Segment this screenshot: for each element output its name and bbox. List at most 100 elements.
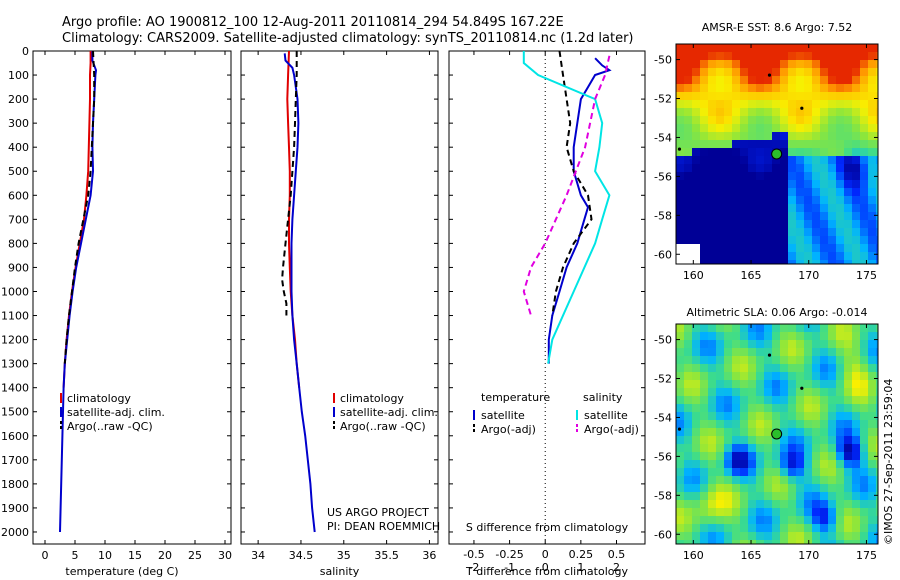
map-cell	[764, 324, 772, 332]
figure-title-line2: Climatology: CARS2009. Satellite-adjuste…	[62, 31, 634, 46]
map-cell	[868, 220, 876, 228]
y-tick-label: 300	[8, 117, 29, 130]
map-cell	[852, 468, 860, 476]
map-cell	[740, 396, 748, 404]
map-cell	[876, 116, 878, 124]
map-cell	[764, 100, 772, 108]
map-cell	[716, 436, 724, 444]
map-cell	[676, 324, 684, 332]
map-cell	[684, 220, 692, 228]
map-cell	[724, 164, 732, 172]
map-cell	[868, 436, 876, 444]
map-cell	[820, 452, 828, 460]
map-cell	[876, 132, 878, 140]
map-cell	[716, 260, 724, 264]
map-cell	[716, 100, 724, 108]
map-cell	[836, 476, 844, 484]
map-cell	[876, 140, 878, 148]
y-tick-label: 0	[22, 45, 29, 58]
map-cell	[836, 252, 844, 260]
map-cell	[724, 212, 732, 220]
map-cell	[756, 388, 764, 396]
map-cell	[724, 500, 732, 508]
map-cell	[740, 76, 748, 84]
map-cell	[708, 532, 716, 540]
map-cell	[676, 484, 684, 492]
map-cell	[708, 492, 716, 500]
map-cell	[852, 340, 860, 348]
map-cell	[756, 524, 764, 532]
series-line-temperature-satellite	[547, 57, 612, 364]
map-cell	[820, 468, 828, 476]
map-cell	[836, 204, 844, 212]
map-cell	[708, 500, 716, 508]
map-cell	[844, 396, 852, 404]
map-cell	[868, 252, 876, 260]
map-cell	[732, 540, 740, 544]
map-cell	[772, 516, 780, 524]
map-cell	[700, 516, 708, 524]
map-cell	[796, 236, 804, 244]
map-cell	[844, 188, 852, 196]
map-cell	[740, 204, 748, 212]
map-cell	[732, 476, 740, 484]
map-cell	[676, 180, 684, 188]
map-cell	[876, 380, 878, 388]
map-cell	[756, 188, 764, 196]
map-cell	[676, 412, 684, 420]
map-cell	[796, 252, 804, 260]
map-cell	[844, 380, 852, 388]
map-cell	[780, 372, 788, 380]
map-cell	[820, 532, 828, 540]
map-cell	[796, 444, 804, 452]
map-cell	[724, 244, 732, 252]
map-cell	[820, 340, 828, 348]
map-cell	[868, 188, 876, 196]
map-cell	[756, 444, 764, 452]
map-cell	[876, 484, 878, 492]
map-cell	[868, 140, 876, 148]
map-cell	[756, 380, 764, 388]
y-tick-label: 1500	[1, 406, 29, 419]
map-cell	[692, 244, 700, 252]
map-cell	[788, 172, 796, 180]
map-cell	[740, 148, 748, 156]
map-cell	[764, 340, 772, 348]
map-cell	[724, 420, 732, 428]
map-cell	[868, 228, 876, 236]
x-tick-label: 0	[42, 549, 49, 562]
map-cell	[876, 492, 878, 500]
map-cell	[804, 388, 812, 396]
map-cell	[812, 212, 820, 220]
map-cell	[740, 436, 748, 444]
map-cell	[676, 508, 684, 516]
map-cell	[700, 76, 708, 84]
map-cell	[868, 500, 876, 508]
map-cell	[820, 172, 828, 180]
map-cell	[868, 444, 876, 452]
map-cell	[852, 260, 860, 264]
map-cell	[772, 116, 780, 124]
map-cell	[836, 188, 844, 196]
map-cell	[740, 340, 748, 348]
map-cell	[812, 340, 820, 348]
map-cell	[788, 540, 796, 544]
map-cell	[748, 84, 756, 92]
x-top-tick-label: -0.5	[463, 548, 484, 561]
map-cell	[828, 436, 836, 444]
map-cell	[684, 244, 692, 252]
map-cell	[836, 156, 844, 164]
map-cell	[700, 60, 708, 68]
map-cell	[772, 260, 780, 264]
map-cell	[820, 52, 828, 60]
map-cell	[828, 124, 836, 132]
map-cell	[804, 124, 812, 132]
map-cell	[780, 100, 788, 108]
map-cell	[796, 228, 804, 236]
map-cell	[836, 500, 844, 508]
map-cell	[836, 452, 844, 460]
map-cell	[780, 244, 788, 252]
map-cell	[876, 220, 878, 228]
map-cell	[708, 60, 716, 68]
map-cell	[748, 244, 756, 252]
